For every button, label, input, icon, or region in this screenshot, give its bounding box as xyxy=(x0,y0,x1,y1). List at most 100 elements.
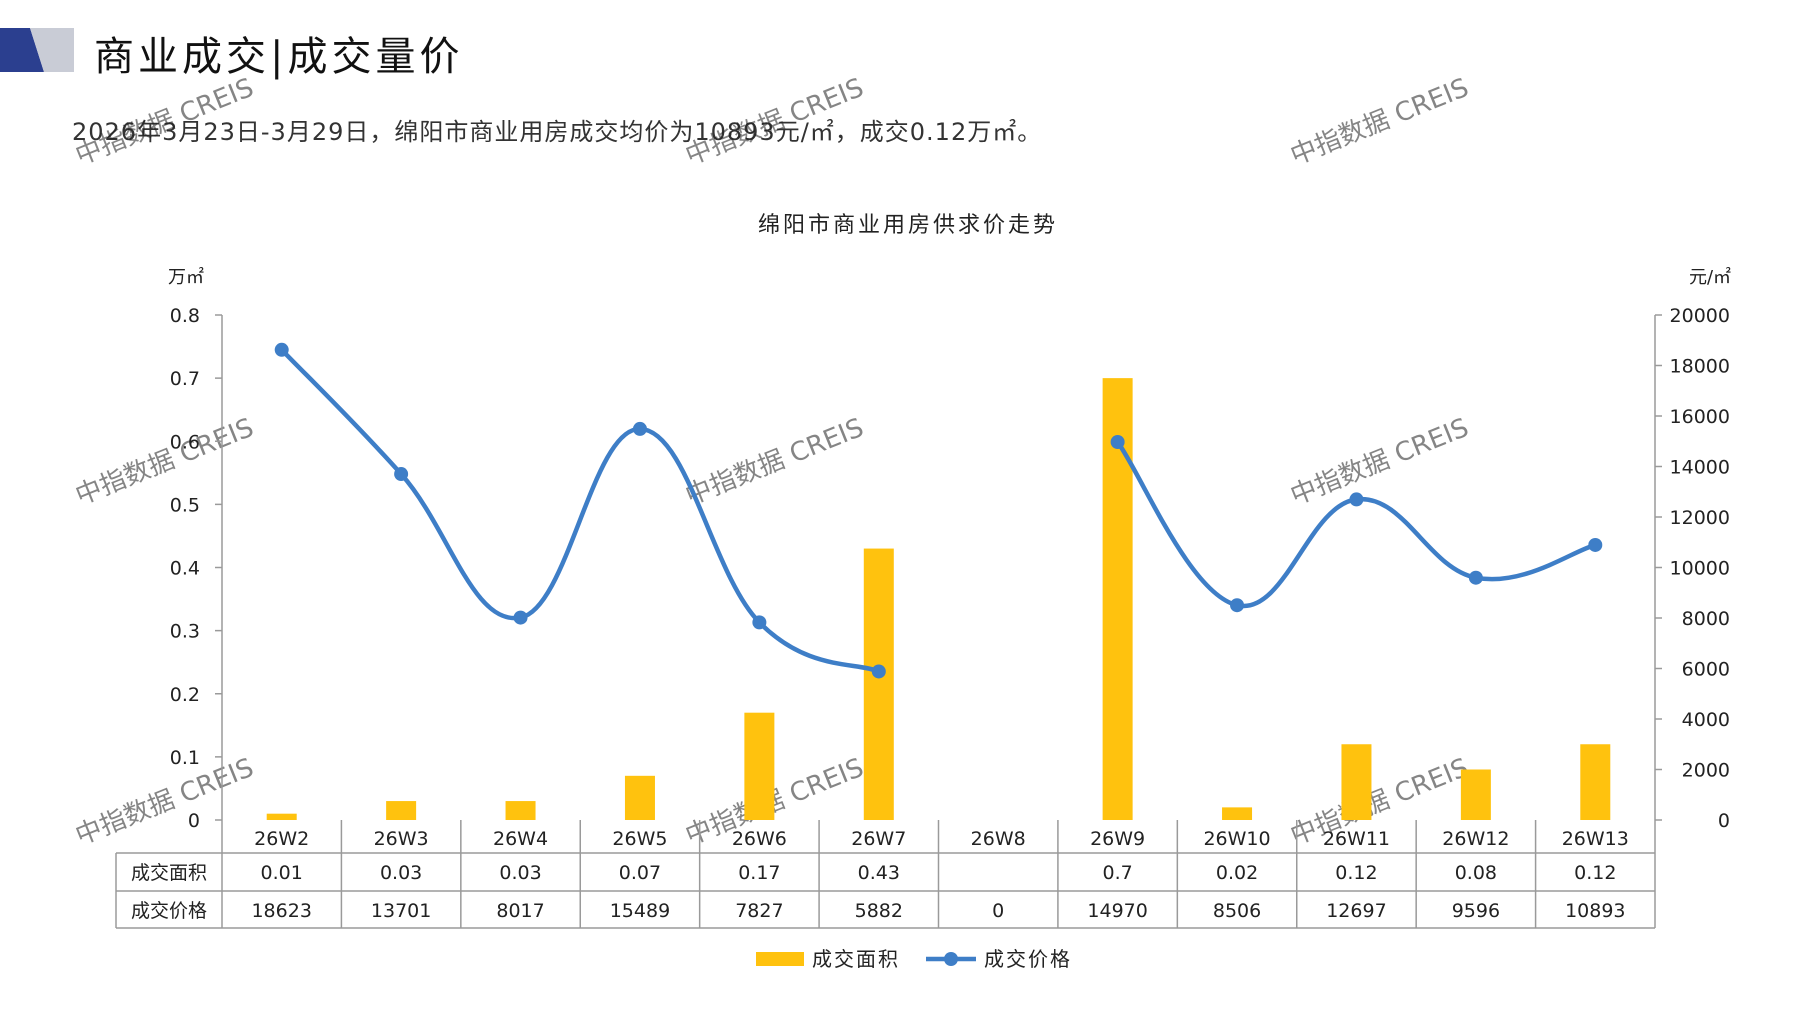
watermark-text: 中指数据 CREIS xyxy=(681,73,868,172)
category-label: 26W12 xyxy=(1442,828,1509,850)
watermark-text: 中指数据 CREIS xyxy=(71,73,258,172)
area-value-cell: 0.7 xyxy=(1103,862,1133,884)
left-tick-label: 0.2 xyxy=(170,684,200,706)
left-tick-label: 0.5 xyxy=(170,494,200,516)
left-tick-label: 0.6 xyxy=(170,431,200,453)
watermark-text: 中指数据 CREIS xyxy=(71,413,258,512)
legend-line-marker xyxy=(944,952,958,966)
bar xyxy=(863,548,894,820)
legend-bar-swatch xyxy=(756,952,804,966)
category-label: 26W7 xyxy=(851,828,906,850)
area-value-cell: 0.01 xyxy=(261,862,303,884)
area-value-cell: 0.12 xyxy=(1335,862,1377,884)
right-tick-label: 4000 xyxy=(1682,709,1730,731)
right-tick-label: 20000 xyxy=(1670,305,1730,327)
right-tick-label: 8000 xyxy=(1682,608,1730,630)
price-value-cell: 7827 xyxy=(735,900,783,922)
right-tick-label: 2000 xyxy=(1682,760,1730,782)
bar xyxy=(505,801,536,820)
category-label: 26W4 xyxy=(493,828,548,850)
category-label: 26W8 xyxy=(971,828,1026,850)
right-tick-label: 16000 xyxy=(1670,406,1730,428)
area-value-cell: 0.03 xyxy=(499,862,541,884)
bar xyxy=(266,813,297,820)
watermark-text: 中指数据 CREIS xyxy=(681,413,868,512)
category-label: 26W9 xyxy=(1090,828,1145,850)
right-tick-label: 14000 xyxy=(1670,457,1730,479)
bar-series xyxy=(266,378,1611,820)
area-value-cell: 0.02 xyxy=(1216,862,1258,884)
legend-label-price: 成交价格 xyxy=(984,947,1072,971)
area-value-cell: 0.12 xyxy=(1574,862,1616,884)
category-label: 26W6 xyxy=(732,828,787,850)
right-tick-label: 12000 xyxy=(1670,507,1730,529)
watermark-text: 中指数据 CREIS xyxy=(71,753,258,852)
category-label: 26W11 xyxy=(1323,828,1390,850)
left-tick-label: 0.1 xyxy=(170,747,200,769)
left-tick-label: 0.7 xyxy=(170,368,200,390)
bar xyxy=(1341,744,1372,820)
line-point xyxy=(274,342,289,357)
bar xyxy=(1460,769,1491,820)
bar xyxy=(1222,807,1253,820)
price-value-cell: 13701 xyxy=(371,900,431,922)
right-axis-unit: 元/㎡ xyxy=(1689,266,1731,288)
price-line xyxy=(1115,439,1598,609)
price-value-cell: 5882 xyxy=(855,900,903,922)
price-value-cell: 12697 xyxy=(1326,900,1386,922)
bar xyxy=(386,801,417,820)
left-axis-unit: 万㎡ xyxy=(168,266,204,288)
left-tick-label: 0.3 xyxy=(170,621,200,643)
line-point xyxy=(632,421,647,436)
area-value-cell: 0.03 xyxy=(380,862,422,884)
line-point xyxy=(513,610,528,625)
category-label: 26W5 xyxy=(612,828,667,850)
watermark-text: 中指数据 CREIS xyxy=(1286,413,1473,512)
left-tick-label: 0 xyxy=(188,810,200,832)
watermark-text: 中指数据 CREIS xyxy=(1286,73,1473,172)
right-tick-label: 18000 xyxy=(1670,356,1730,378)
line-point xyxy=(871,664,886,679)
price-value-cell: 0 xyxy=(992,900,1004,922)
right-axis: 0 2000 4000 6000 8000 10000 12000 14000 16000 180… xyxy=(1670,305,1730,832)
area-value-cell: 0.43 xyxy=(858,862,900,884)
chart-title: 绵阳市商业用房供求价走势 xyxy=(758,213,1058,238)
price-value-cell: 14970 xyxy=(1087,900,1147,922)
area-value-cell: 0.17 xyxy=(738,862,780,884)
area-value-cell: 0.08 xyxy=(1455,862,1497,884)
page-title: 商业成交|成交量价 xyxy=(94,34,464,80)
logo-icon xyxy=(0,28,74,72)
right-tick-label: 6000 xyxy=(1682,659,1730,681)
right-tick-label: 0 xyxy=(1718,810,1730,832)
category-label: 26W2 xyxy=(254,828,309,850)
right-tick-label: 10000 xyxy=(1670,558,1730,580)
price-line xyxy=(279,347,882,674)
category-label: 26W10 xyxy=(1203,828,1270,850)
line-point xyxy=(752,615,767,630)
bar xyxy=(1580,744,1611,820)
table-row-header: 成交价格 xyxy=(131,900,207,922)
line-point xyxy=(394,467,409,482)
bar xyxy=(744,712,775,820)
axis-lines xyxy=(215,314,1662,821)
price-value-cell: 8017 xyxy=(496,900,544,922)
line-point xyxy=(1349,492,1364,507)
price-value-cell: 18623 xyxy=(251,900,311,922)
price-value-cell: 9596 xyxy=(1452,900,1500,922)
area-value-cell: 0.07 xyxy=(619,862,661,884)
line-point xyxy=(1230,598,1245,613)
left-tick-label: 0.8 xyxy=(170,305,200,327)
left-axis: 0 0.1 0.2 0.3 0.4 0.5 0.6 0.7 0.8 xyxy=(170,305,200,832)
line-series xyxy=(274,342,1603,679)
bar xyxy=(624,775,655,820)
price-value-cell: 10893 xyxy=(1565,900,1625,922)
left-tick-label: 0.4 xyxy=(170,558,200,580)
line-point xyxy=(1468,570,1483,585)
line-point xyxy=(1588,537,1603,552)
category-label: 26W3 xyxy=(374,828,429,850)
price-value-cell: 8506 xyxy=(1213,900,1261,922)
legend: 成交面积 成交价格 xyxy=(756,947,1072,971)
category-label: 26W13 xyxy=(1562,828,1629,850)
line-point xyxy=(1110,435,1125,450)
